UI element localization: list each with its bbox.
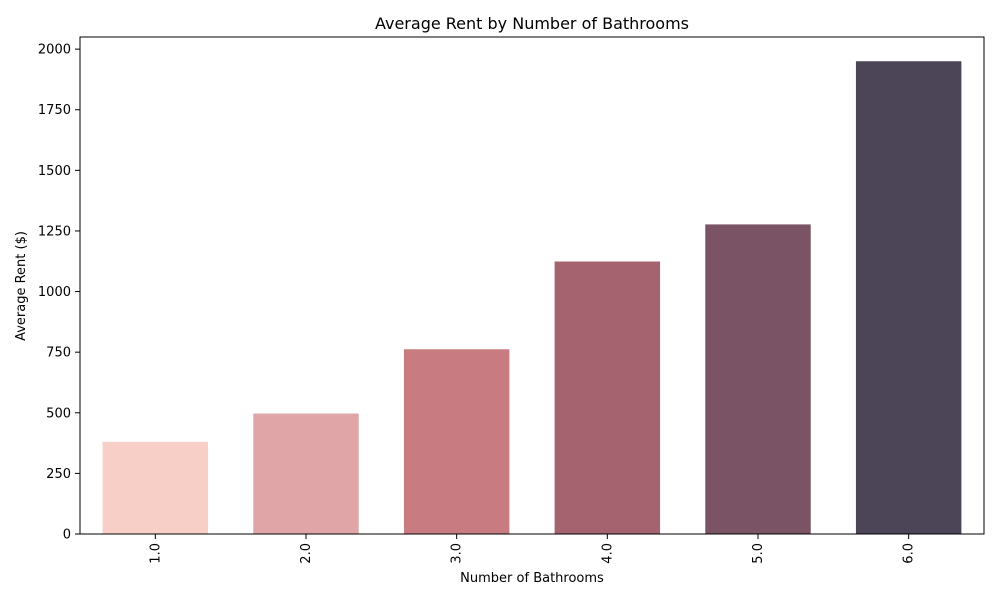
plot-frame bbox=[79, 36, 985, 535]
y-axis: 0 250 500 750 1000 1250 1500 1750 2000 bbox=[38, 43, 80, 543]
x-tick-label: 5.0 bbox=[751, 543, 766, 564]
bar-5 bbox=[705, 224, 811, 534]
y-tick-label: 1500 bbox=[38, 164, 71, 179]
y-tick-label: 500 bbox=[46, 406, 71, 421]
y-tick-label: 250 bbox=[46, 467, 71, 482]
chart-title: Average Rent by Number of Bathrooms bbox=[375, 14, 689, 33]
y-tick-label: 1750 bbox=[38, 103, 71, 118]
x-tick-label: 1.0 bbox=[148, 543, 163, 564]
x-tick-label: 6.0 bbox=[902, 543, 917, 564]
y-tick-label: 1250 bbox=[38, 224, 71, 239]
bar-1 bbox=[102, 441, 209, 534]
bar-6 bbox=[855, 61, 962, 535]
bar-4 bbox=[554, 261, 661, 534]
bar-2 bbox=[253, 413, 359, 534]
x-tick-label: 2.0 bbox=[299, 543, 314, 564]
bars-group bbox=[102, 61, 962, 535]
bar-3 bbox=[403, 349, 510, 534]
x-tick-label: 4.0 bbox=[600, 543, 615, 564]
x-axis-label: Number of Bathrooms bbox=[460, 571, 604, 586]
y-axis-label: Average Rent ($) bbox=[14, 231, 29, 341]
y-tick-label: 1000 bbox=[38, 285, 71, 300]
x-tick-label: 3.0 bbox=[450, 543, 465, 564]
x-axis: 1.0 2.0 3.0 4.0 5.0 6.0 bbox=[148, 534, 917, 564]
y-tick-label: 750 bbox=[46, 346, 71, 361]
y-tick-label: 0 bbox=[63, 528, 71, 543]
y-tick-label: 2000 bbox=[38, 43, 71, 58]
